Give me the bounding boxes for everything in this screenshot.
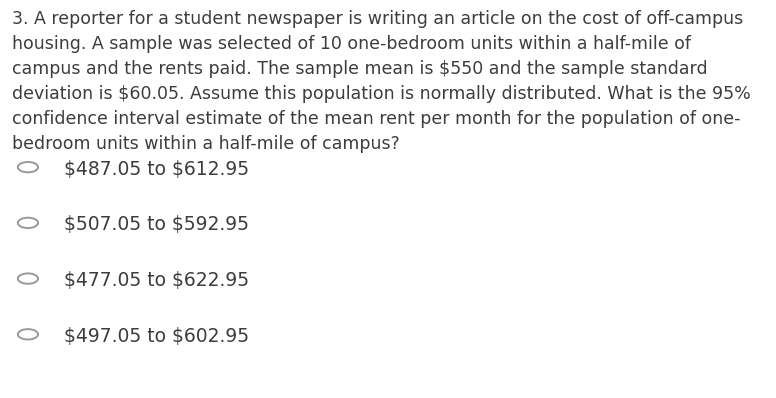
Text: \$487.05 to \$612.95: \$487.05 to \$612.95 (64, 160, 249, 179)
Text: 3. A reporter for a student newspaper is writing an article on the cost of off-c: 3. A reporter for a student newspaper is… (12, 10, 750, 153)
Text: \$497.05 to \$602.95: \$497.05 to \$602.95 (64, 327, 249, 346)
Text: \$477.05 to \$622.95: \$477.05 to \$622.95 (64, 271, 249, 290)
Text: \$507.05 to \$592.95: \$507.05 to \$592.95 (64, 215, 248, 234)
